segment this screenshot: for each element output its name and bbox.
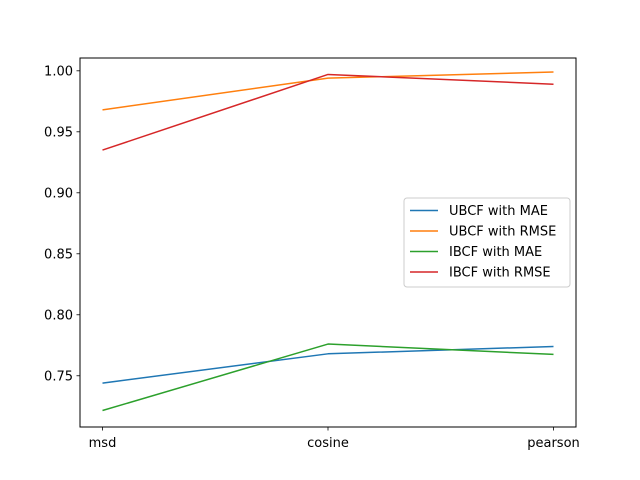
legend-label-3: IBCF with RMSE [449, 266, 551, 281]
series-layer [102, 71, 554, 412]
legend-label-1: UBCF with RMSE [449, 225, 556, 240]
series-line-0 [102, 345, 554, 384]
y-tick-label: 0.85 [44, 247, 73, 262]
y-tick-label: 1.00 [44, 64, 73, 79]
x-tick-label: msd [89, 436, 117, 451]
series-line-2 [102, 343, 554, 412]
y-tick-label: 0.90 [44, 186, 73, 201]
y-tick-label: 0.80 [44, 308, 73, 323]
series-line-1 [102, 71, 554, 111]
x-tick-label: cosine [307, 436, 349, 451]
legend-label-0: UBCF with MAE [449, 204, 548, 219]
legend: UBCF with MAE UBCF with RMSE IBCF with MAE… [403, 197, 571, 288]
x-axis: msd cosine pearson [89, 427, 580, 451]
x-tick-label: pearson [527, 436, 580, 451]
y-axis: 0.75 0.80 0.85 0.90 0.95 1.00 [44, 64, 80, 384]
legend-label-2: IBCF with MAE [449, 245, 542, 260]
y-tick-label: 0.95 [44, 125, 73, 140]
legend-box [403, 197, 571, 288]
y-tick-label: 0.75 [44, 369, 73, 384]
series-line-3 [102, 73, 554, 151]
